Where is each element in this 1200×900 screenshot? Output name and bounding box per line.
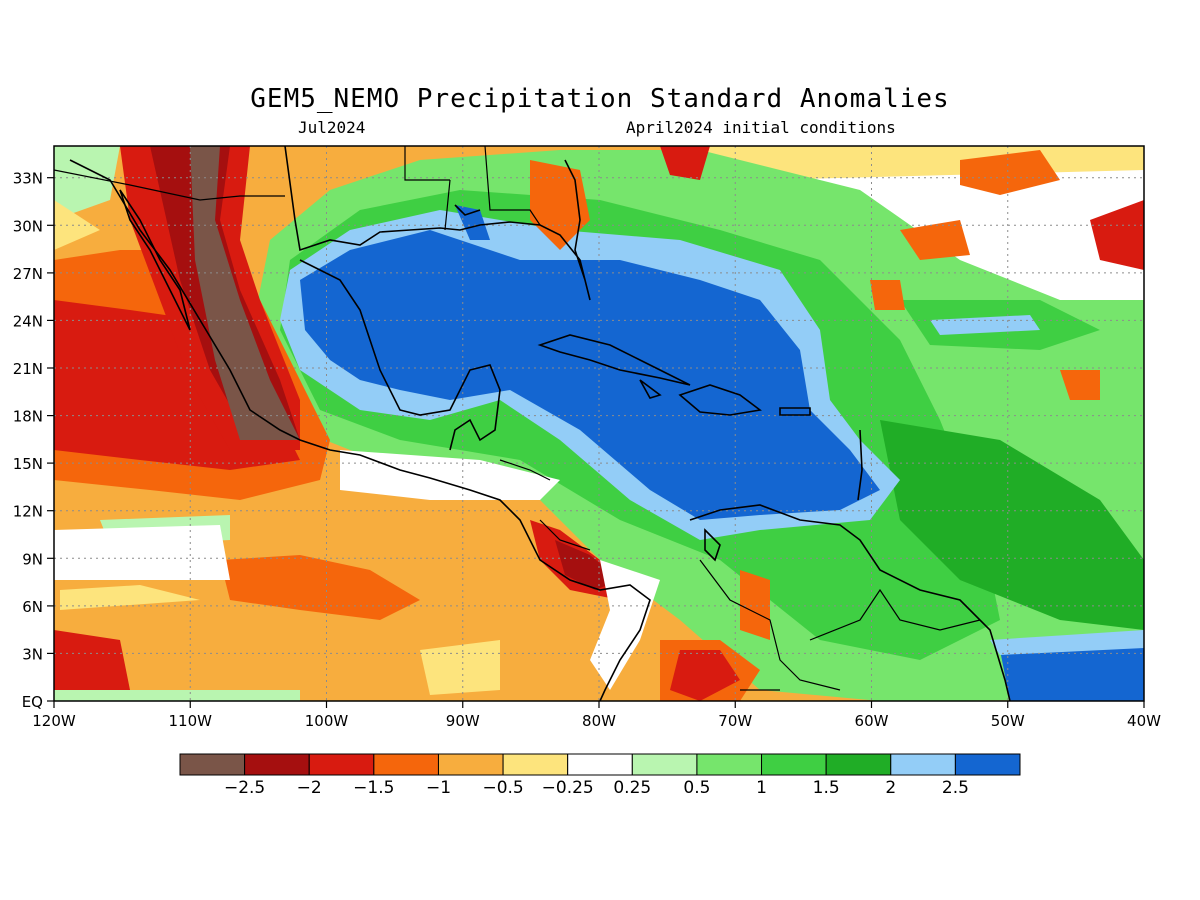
graticule <box>54 146 1144 701</box>
lon-label: 60W <box>855 712 889 730</box>
lat-label: 30N <box>13 217 43 235</box>
colorbar-label: −2.5 <box>224 778 265 798</box>
colorbar-swatch <box>179 753 246 776</box>
lon-label: 50W <box>991 712 1025 730</box>
colorbar-label: 1 <box>756 778 767 798</box>
colorbar-label: 2.5 <box>942 778 969 798</box>
lat-label: 15N <box>13 455 43 473</box>
map-title: GEM5_NEMO Precipitation Standard Anomali… <box>250 84 950 114</box>
colorbar-label: −2 <box>297 778 322 798</box>
lat-label: 33N <box>13 170 43 188</box>
lat-label: 6N <box>22 598 43 616</box>
colorbar-label: −0.5 <box>482 778 523 798</box>
colorbar-swatch <box>567 753 633 776</box>
colorbar-label: 2 <box>885 778 896 798</box>
lon-label: 110W <box>169 712 213 730</box>
anomaly-field <box>54 146 1144 701</box>
colorbar-swatch <box>244 753 310 776</box>
lat-axis <box>47 177 54 702</box>
lon-label: 80W <box>582 712 616 730</box>
lat-label: 27N <box>13 265 43 283</box>
colorbar-label: 0.25 <box>613 778 651 798</box>
colorbar-swatch <box>308 753 375 776</box>
colorbar-label: −1 <box>426 778 451 798</box>
lon-label: 100W <box>305 712 349 730</box>
colorbar-swatch <box>954 753 1021 776</box>
lat-tick-labels: EQ 3N 6N 9N 12N 15N 18N 21N 24N 27N 30N … <box>13 170 43 711</box>
colorbar-swatch <box>696 753 763 776</box>
colorbar-swatch <box>373 753 439 776</box>
colorbar-swatch <box>502 753 569 776</box>
lon-axis <box>53 701 1145 708</box>
colorbar-label: 1.5 <box>813 778 840 798</box>
colorbar-label: −1.5 <box>353 778 394 798</box>
colorbar-swatch <box>825 753 892 776</box>
lon-label: 40W <box>1127 712 1161 730</box>
lon-tick-labels: 120W 110W 100W 90W 80W 70W 60W 50W 40W <box>32 712 1161 730</box>
lon-label: 120W <box>32 712 76 730</box>
lat-label: 18N <box>13 408 43 426</box>
colorbar-swatch <box>631 753 698 776</box>
colorbar-labels: −2.5 −2 −1.5 −1 −0.5 −0.25 0.25 0.5 1 1.… <box>224 778 969 798</box>
colorbar-swatch <box>761 753 827 776</box>
colorbar-swatch <box>437 753 504 776</box>
coastlines <box>69 146 1011 701</box>
lat-label: 24N <box>13 312 43 330</box>
lon-label: 90W <box>446 712 480 730</box>
lat-label: 21N <box>13 360 43 378</box>
lat-label: 12N <box>13 503 43 521</box>
lon-label: 70W <box>718 712 752 730</box>
colorbar <box>179 753 1021 776</box>
colorbar-label: −0.25 <box>542 778 594 798</box>
colorbar-label: 0.5 <box>683 778 710 798</box>
lat-label: 9N <box>22 550 43 568</box>
country-borders <box>54 146 981 691</box>
lat-label: 3N <box>22 645 43 663</box>
initial-conditions-label: April2024 initial conditions <box>626 118 896 137</box>
forecast-month: Jul2024 <box>298 118 366 137</box>
lat-label: EQ <box>22 693 43 711</box>
colorbar-swatch <box>890 753 956 776</box>
